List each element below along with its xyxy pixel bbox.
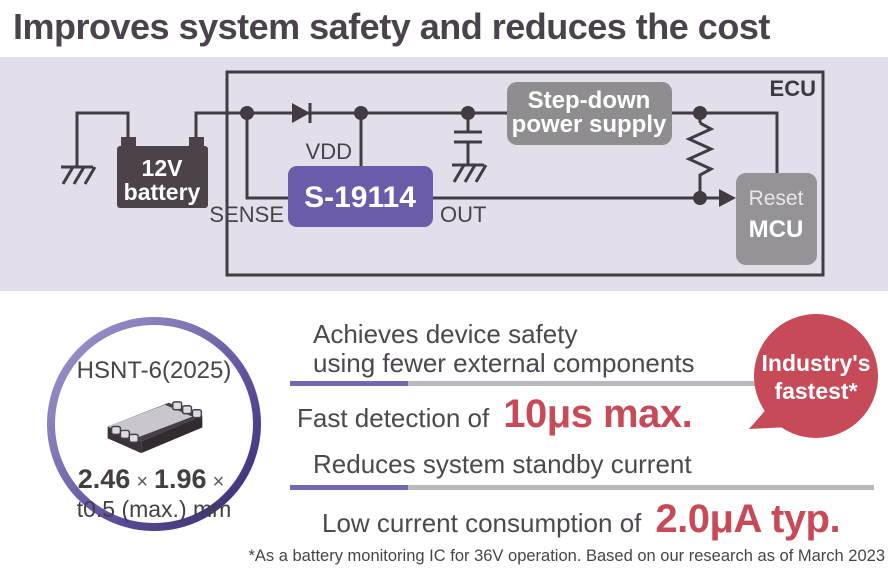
feature2-value: 2.0μA typ.	[655, 497, 841, 541]
feature1-desc-line1: Achieves device safety	[313, 319, 578, 349]
mcu-label: MCU	[749, 216, 804, 243]
package-dim-width: 2.46	[77, 464, 131, 494]
package-dim-times1: ×	[136, 471, 148, 493]
ecu-box	[225, 70, 825, 277]
package-circle-inner: HSNT-6(2025) 2.46 × 1.96 ×	[55, 325, 253, 523]
package-dimensions-line2: t0.5 (max.) mm	[76, 496, 232, 522]
resistor-symbol	[685, 121, 715, 181]
feature1-label: Fast detection of	[297, 403, 490, 433]
package-dim-times2: ×	[212, 471, 225, 493]
reset-arrow	[719, 189, 736, 207]
ground-symbol-battery	[61, 165, 97, 185]
stepdown-label-line1: Step-down	[528, 87, 651, 114]
mcu-reset-label: Reset	[749, 187, 804, 210]
feature1-divider-accent	[290, 381, 408, 386]
junction-dots	[240, 106, 707, 205]
capacitor-symbol	[454, 130, 482, 144]
badge-line1: Industry's	[762, 350, 871, 376]
out-pin-label: OUT	[440, 202, 486, 227]
package-circle: HSNT-6(2025) 2.46 × 1.96 ×	[47, 317, 261, 531]
s19114-chip: S-19114	[288, 166, 433, 227]
s19114-label: S-19114	[304, 181, 416, 214]
mcu-box: Reset MCU	[736, 173, 817, 265]
battery-label-line1: 12V	[142, 155, 184, 181]
package-name: HSNT-6(2025)	[76, 357, 232, 384]
footnote: *As a battery monitoring IC for 36V oper…	[248, 547, 885, 565]
sense-pin-label: SENSE	[209, 202, 284, 227]
battery-label-line2: battery	[124, 179, 201, 205]
feature1-desc-line2: using fewer external components	[313, 348, 695, 378]
vdd-pin-label: VDD	[306, 139, 352, 164]
badge-line2: fastest*	[774, 378, 857, 404]
feature2-value-row: Low current consumption of 2.0μA typ.	[322, 497, 841, 542]
stepdown-label-line2: power supply	[512, 111, 667, 138]
feature1-divider	[290, 381, 762, 386]
battery-12v: 12V battery	[117, 137, 208, 208]
diode-symbol	[292, 103, 312, 123]
feature2-desc-line1: Reduces system standby current	[313, 449, 692, 479]
package-chip-image	[107, 401, 203, 454]
ecu-label: ECU	[770, 76, 816, 101]
package-dim-height: 1.96	[154, 464, 207, 494]
page-title: Improves system safety and reduces the c…	[13, 6, 770, 47]
feature1-value: 10μs max.	[503, 392, 693, 436]
feature2-divider-accent	[290, 485, 408, 490]
circuit-diagram: ECU	[61, 70, 825, 277]
ground-symbol-capacitor	[452, 163, 488, 183]
feature2-divider	[290, 485, 874, 490]
feature2-label: Low current consumption of	[322, 508, 642, 538]
industrys-fastest-badge: Industry's fastest*	[749, 314, 878, 438]
feature1-value-row: Fast detection of 10μs max.	[297, 392, 693, 437]
package-dimensions: 2.46 × 1.96 ×	[78, 464, 231, 495]
stepdown-power-supply: Step-down power supply	[507, 82, 672, 145]
